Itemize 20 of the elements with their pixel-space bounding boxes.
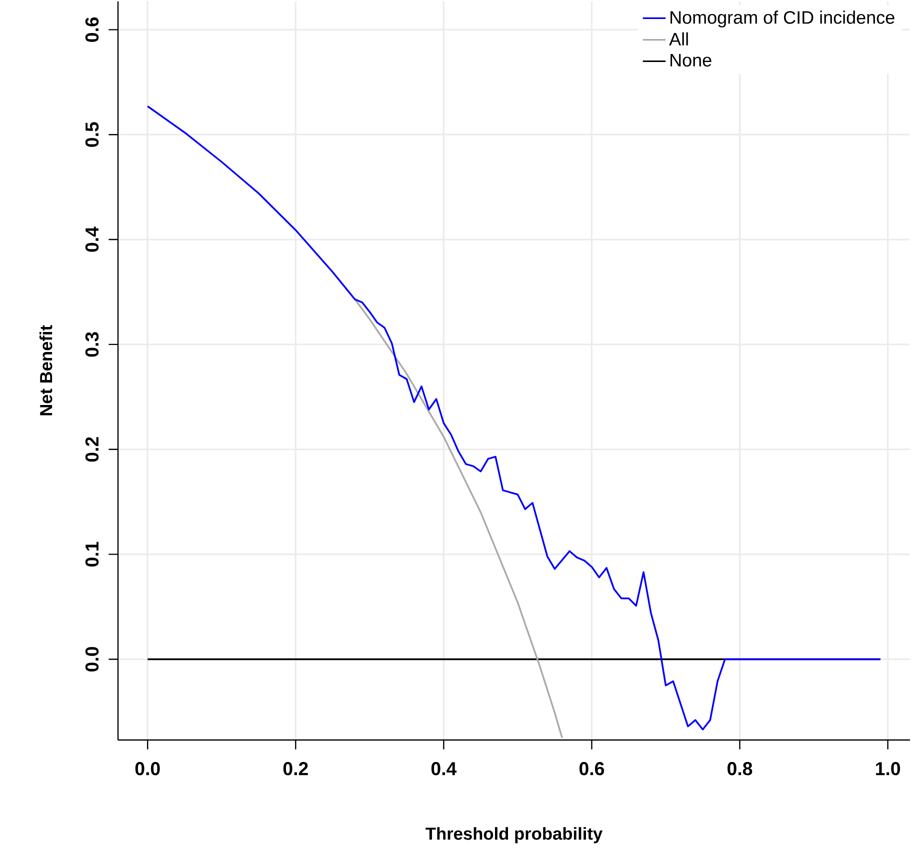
y-tick-label: 0.3 [85, 332, 99, 357]
x-tick-label: 0.4 [431, 762, 457, 776]
y-tick-label: 0.0 [85, 647, 99, 672]
x-tick-label: 0.6 [579, 762, 604, 776]
x-axis-title: Threshold probability [426, 827, 603, 844]
legend-label: None [670, 54, 712, 67]
legend-label: Nomogram of CID incidence [670, 10, 894, 28]
x-tick-label: 0.2 [283, 762, 308, 776]
y-tick-label: 0.1 [85, 542, 99, 567]
y-axis-title: Net Benefit [39, 325, 52, 416]
y-tick-label: 0.4 [85, 226, 99, 252]
y-tick-label: 0.6 [85, 18, 99, 42]
x-tick-label: 1.0 [876, 762, 900, 776]
legend-label: All [669, 32, 688, 46]
line-series [146, 106, 882, 731]
line-series [354, 298, 563, 739]
y-tick-label: 0.2 [85, 437, 99, 462]
x-tick-label: 0.8 [728, 762, 752, 776]
x-tick-label: 0.0 [135, 762, 160, 776]
y-tick-label: 0.5 [85, 122, 99, 147]
